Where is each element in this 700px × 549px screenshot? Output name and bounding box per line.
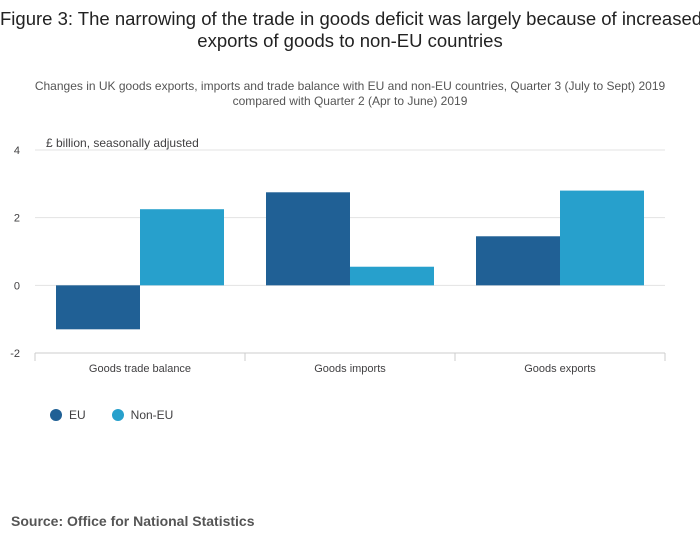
legend-swatch-eu [50, 409, 62, 421]
y-tick-label-2: 2 [14, 213, 20, 225]
bar-eu-goods-imports [266, 192, 350, 286]
y-axis-label: £ billion, seasonally adjusted [46, 136, 199, 150]
y-tick-label-4: 4 [14, 145, 20, 157]
source-note: Source: Office for National Statistics [11, 513, 255, 529]
y-tick-label--2: -2 [10, 348, 20, 360]
chart-title-line-2: exports of goods to non-EU countries [197, 30, 503, 51]
chart-title: Figure 3: The narrowing of the trade in … [0, 8, 700, 52]
chart-subtitle: Changes in UK goods exports, imports and… [34, 79, 666, 108]
legend-label-eu: EU [69, 408, 86, 422]
bar-non-eu-goods-exports [560, 190, 644, 286]
bar-eu-goods-trade-balance [56, 285, 140, 330]
legend: EU Non-EU [50, 408, 199, 422]
legend-item-non-eu[interactable]: Non-EU [111, 408, 174, 422]
bar-eu-goods-exports [476, 236, 560, 286]
legend-swatch-non-eu [111, 409, 124, 421]
x-tick-label-goods-exports: Goods exports [524, 363, 596, 375]
legend-label-non-eu: Non-EU [130, 408, 174, 422]
bar-non-eu-goods-imports [350, 266, 434, 286]
y-tick-label-0: 0 [14, 280, 20, 292]
legend-item-eu[interactable]: EU [50, 408, 86, 422]
x-tick-label-goods-trade-balance: Goods trade balance [89, 363, 191, 375]
chart-title-line-1: Figure 3: The narrowing of the trade in … [0, 8, 700, 29]
x-tick-label-goods-imports: Goods imports [314, 363, 386, 375]
bar-non-eu-goods-trade-balance [140, 209, 224, 286]
